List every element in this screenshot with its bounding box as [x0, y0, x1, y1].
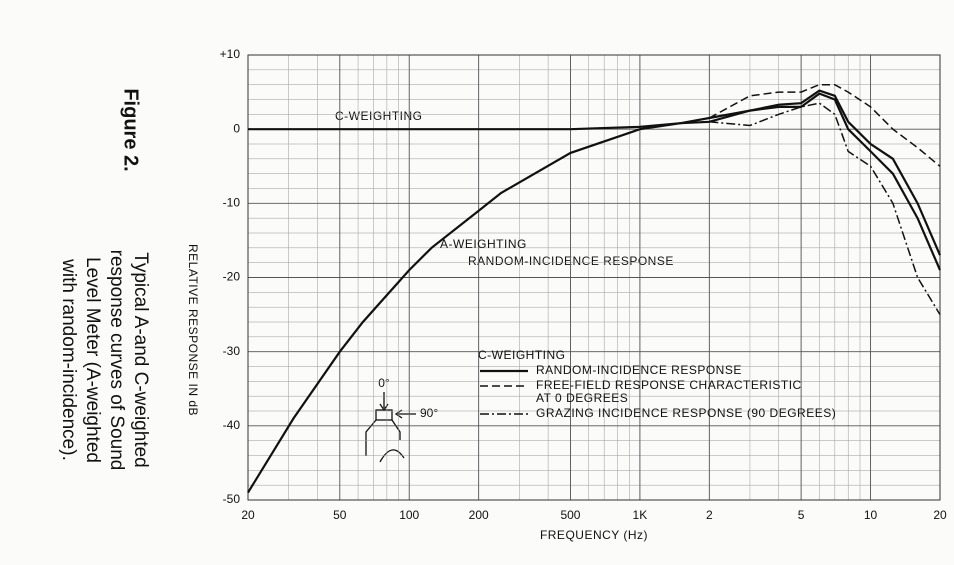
figure-label: Figure 2. — [120, 88, 142, 171]
caption-line: response curves of Sound — [106, 250, 127, 471]
x-tick-label: 20 — [933, 508, 947, 522]
legend-item: GRAZING INCIDENCE RESPONSE (90 DEGREES) — [478, 407, 836, 420]
series-line — [248, 89, 942, 256]
legend-swatch — [480, 413, 528, 415]
y-tick-label: 0 — [233, 121, 240, 135]
y-tick-label: -30 — [223, 344, 241, 358]
y-tick-label: +10 — [220, 47, 241, 61]
x-tick-label: 10 — [864, 508, 878, 522]
x-tick-label: 2 — [706, 508, 713, 522]
caption-line: Level Meter (A-weighted — [82, 257, 103, 463]
legend-item: FREE-FIELD RESPONSE CHARACTERISTIC AT 0 … — [478, 379, 836, 405]
x-tick-label: 50 — [333, 508, 347, 522]
series-line — [247, 92, 942, 494]
series-line — [709, 102, 941, 315]
legend-label: FREE-FIELD RESPONSE CHARACTERISTIC AT 0 … — [536, 378, 802, 405]
series-line — [708, 83, 941, 167]
x-tick-label: 20 — [241, 508, 255, 522]
annotation: C-WEIGHTING — [335, 109, 423, 123]
legend-swatch — [480, 385, 528, 387]
y-axis-label: RELATIVE RESPONSE IN dB — [186, 244, 200, 416]
y-tick-label: -40 — [223, 418, 241, 432]
y-tick-label: -10 — [223, 196, 241, 210]
x-tick-label: 100 — [399, 508, 419, 522]
x-tick-label: 1K — [633, 508, 648, 522]
legend-label: GRAZING INCIDENCE RESPONSE (90 DEGREES) — [536, 406, 837, 420]
legend-label: RANDOM-INCIDENCE RESPONSE — [536, 363, 742, 377]
diagram-label: 0° — [378, 376, 390, 390]
series-label: A-WEIGHTING — [440, 237, 527, 251]
y-tick-label: -50 — [223, 492, 241, 506]
legend-swatch — [480, 369, 528, 373]
legend: C-WEIGHTING RANDOM-INCIDENCE RESPONSE FRE… — [478, 348, 836, 420]
plot-frame — [247, 54, 941, 501]
x-axis-label: FREQUENCY (Hz) — [540, 528, 648, 542]
annotation: RANDOM-INCIDENCE RESPONSE — [468, 254, 674, 268]
caption-line: with random-incidence). — [58, 258, 79, 461]
y-tick-label: -20 — [223, 270, 241, 284]
legend-title: C-WEIGHTING — [478, 348, 566, 362]
x-tick-label: 500 — [560, 508, 580, 522]
x-tick-label: 200 — [469, 508, 489, 522]
caption-line: Typical A-and C-weighted — [130, 252, 151, 467]
x-tick-label: 5 — [798, 508, 805, 522]
legend-item: RANDOM-INCIDENCE RESPONSE — [478, 364, 836, 377]
diagram-label: 90° — [420, 406, 438, 420]
